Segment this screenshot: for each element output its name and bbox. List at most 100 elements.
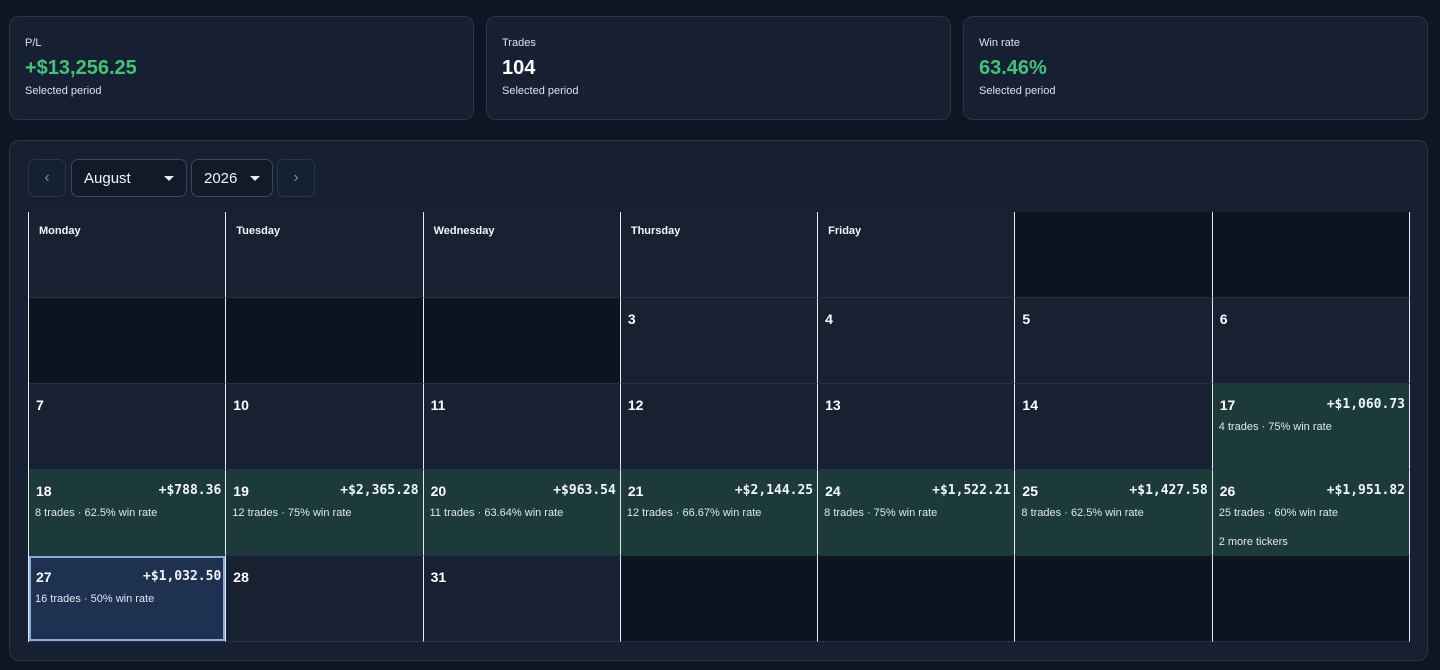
empty-day-cell <box>1212 556 1410 642</box>
year-select-value: 2026 <box>204 169 238 187</box>
empty-day-cell <box>620 556 819 642</box>
day-pnl: +$2,144.25 <box>734 483 814 498</box>
day-cell[interactable]: 28 <box>226 556 424 642</box>
day-cell[interactable]: 26 +$1,951.82 25 trades · 60% win rate 2 mo… <box>1212 470 1410 556</box>
day-number: 25 <box>1022 483 1038 499</box>
winrate-label: Win rate <box>979 37 1020 49</box>
caret-down-icon <box>164 175 174 181</box>
day-number: 10 <box>233 397 249 413</box>
day-cell[interactable]: 7 <box>29 384 227 470</box>
pl-card: P/L +$13,256.25 Selected period <box>9 16 474 120</box>
day-cell[interactable]: 21 +$2,144.25 12 trades · 66.67% win rate <box>620 470 819 556</box>
day-summary: 4 trades · 75% win rate <box>1218 421 1332 433</box>
day-number: 3 <box>627 311 636 327</box>
day-cell[interactable]: 20 +$963.54 11 trades · 63.64% win rate <box>423 470 621 556</box>
day-summary: 25 trades · 60% win rate <box>1218 507 1338 519</box>
day-cell[interactable]: 6 <box>1212 298 1410 384</box>
day-number: 21 <box>627 483 644 499</box>
trades-value: 104 <box>502 57 536 79</box>
weekday-header-cell <box>1015 212 1213 298</box>
day-cell[interactable]: 18 +$788.36 8 trades · 62.5% win rate <box>29 470 227 556</box>
day-cell[interactable]: 27 +$1,032.50 16 trades · 50% win rate <box>29 556 227 642</box>
prev-month-button[interactable]: ‹ <box>28 159 66 197</box>
trades-card: Trades 104 Selected period <box>486 16 951 120</box>
empty-day-cell <box>818 556 1016 642</box>
day-pnl: +$788.36 <box>158 483 222 498</box>
pl-value: +$13,256.25 <box>25 57 137 79</box>
year-select[interactable]: 2026 <box>191 159 273 197</box>
day-cell[interactable]: 17 +$1,060.73 4 trades · 75% win rate <box>1212 384 1410 470</box>
day-summary: 8 trades · 75% win rate <box>824 507 938 519</box>
caret-down-icon <box>250 175 260 181</box>
day-number: 14 <box>1022 397 1038 413</box>
day-cell[interactable]: 31 <box>423 556 621 642</box>
weekday-header-cell: Tuesday <box>226 212 424 298</box>
day-number: 12 <box>627 397 644 413</box>
day-number: 31 <box>430 569 447 585</box>
weekday-header-cell <box>1212 212 1410 298</box>
day-summary: 8 trades · 62.5% win rate <box>1021 507 1144 519</box>
day-summary: 8 trades · 62.5% win rate <box>35 507 158 519</box>
day-summary: 16 trades · 50% win rate <box>35 593 155 605</box>
day-pnl: +$1,060.73 <box>1326 397 1405 412</box>
day-cell[interactable]: 3 <box>620 298 819 384</box>
weekday-label: Thursday <box>630 225 681 237</box>
day-number: 4 <box>825 311 833 327</box>
day-number: 6 <box>1219 311 1228 327</box>
day-number: 17 <box>1219 397 1236 413</box>
weekday-header-cell: Thursday <box>620 212 819 298</box>
day-pnl: +$1,427.58 <box>1129 483 1208 498</box>
chevron-left-icon: ‹ <box>44 169 50 186</box>
trades-label: Trades <box>502 37 536 49</box>
day-pnl: +$1,032.50 <box>143 569 222 584</box>
day-cell[interactable]: 4 <box>818 298 1016 384</box>
day-cell[interactable]: 24 +$1,522.21 8 trades · 75% win rate <box>818 470 1016 556</box>
day-number: 24 <box>825 483 841 499</box>
calendar-toolbar: ‹ August 2026 › <box>10 141 1427 211</box>
calendar-grid: Monday Tuesday Wednesday Thursday Friday 3 4 5 6… <box>28 212 1410 642</box>
day-pnl: +$1,951.82 <box>1326 483 1405 498</box>
day-summary: 11 trades · 63.64% win rate <box>429 507 564 519</box>
winrate-card: Win rate 63.46% Selected period <box>963 16 1428 120</box>
winrate-subtitle: Selected period <box>979 85 1056 97</box>
day-number: 7 <box>36 397 44 413</box>
day-cell[interactable]: 25 +$1,427.58 8 trades · 62.5% win rate <box>1015 470 1213 556</box>
weekday-label: Monday <box>39 225 81 237</box>
winrate-value: 63.46% <box>979 57 1047 79</box>
weekday-header-cell: Monday <box>29 212 227 298</box>
day-cell[interactable]: 11 <box>423 384 621 470</box>
next-month-button[interactable]: › <box>277 159 315 197</box>
day-pnl: +$1,522.21 <box>932 483 1011 498</box>
day-cell[interactable]: 12 <box>620 384 819 470</box>
weekday-label: Friday <box>828 225 862 237</box>
day-pnl: +$963.54 <box>553 483 616 498</box>
pl-subtitle: Selected period <box>25 85 102 97</box>
weekday-label: Tuesday <box>236 225 281 237</box>
weekday-label: Wednesday <box>433 225 495 237</box>
more-tickers-label: 2 more tickers <box>1218 536 1288 548</box>
empty-day-cell <box>1015 556 1213 642</box>
day-number: 11 <box>430 397 446 413</box>
month-select[interactable]: August <box>71 159 187 197</box>
day-cell[interactable]: 10 <box>226 384 424 470</box>
day-number: 5 <box>1022 311 1031 327</box>
day-number: 13 <box>825 397 841 413</box>
day-number: 20 <box>430 483 447 499</box>
day-number: 19 <box>233 483 249 499</box>
calendar-panel: ‹ August 2026 › Monday Tuesday Wednesday Th… <box>9 140 1428 661</box>
pl-label: P/L <box>25 37 42 49</box>
day-cell[interactable]: 19 +$2,365.28 12 trades · 75% win rate <box>226 470 424 556</box>
day-pnl: +$2,365.28 <box>340 483 419 498</box>
day-cell[interactable]: 14 <box>1015 384 1213 470</box>
day-summary: 12 trades · 75% win rate <box>232 507 352 519</box>
day-summary: 12 trades · 66.67% win rate <box>626 507 762 519</box>
trades-subtitle: Selected period <box>502 85 579 97</box>
day-number: 18 <box>36 483 52 499</box>
month-select-value: August <box>84 169 131 187</box>
empty-day-cell <box>423 298 621 384</box>
weekday-header-cell: Wednesday <box>423 212 621 298</box>
chevron-right-icon: › <box>293 169 299 186</box>
day-number: 27 <box>36 569 52 585</box>
day-cell[interactable]: 13 <box>818 384 1016 470</box>
day-cell[interactable]: 5 <box>1015 298 1213 384</box>
